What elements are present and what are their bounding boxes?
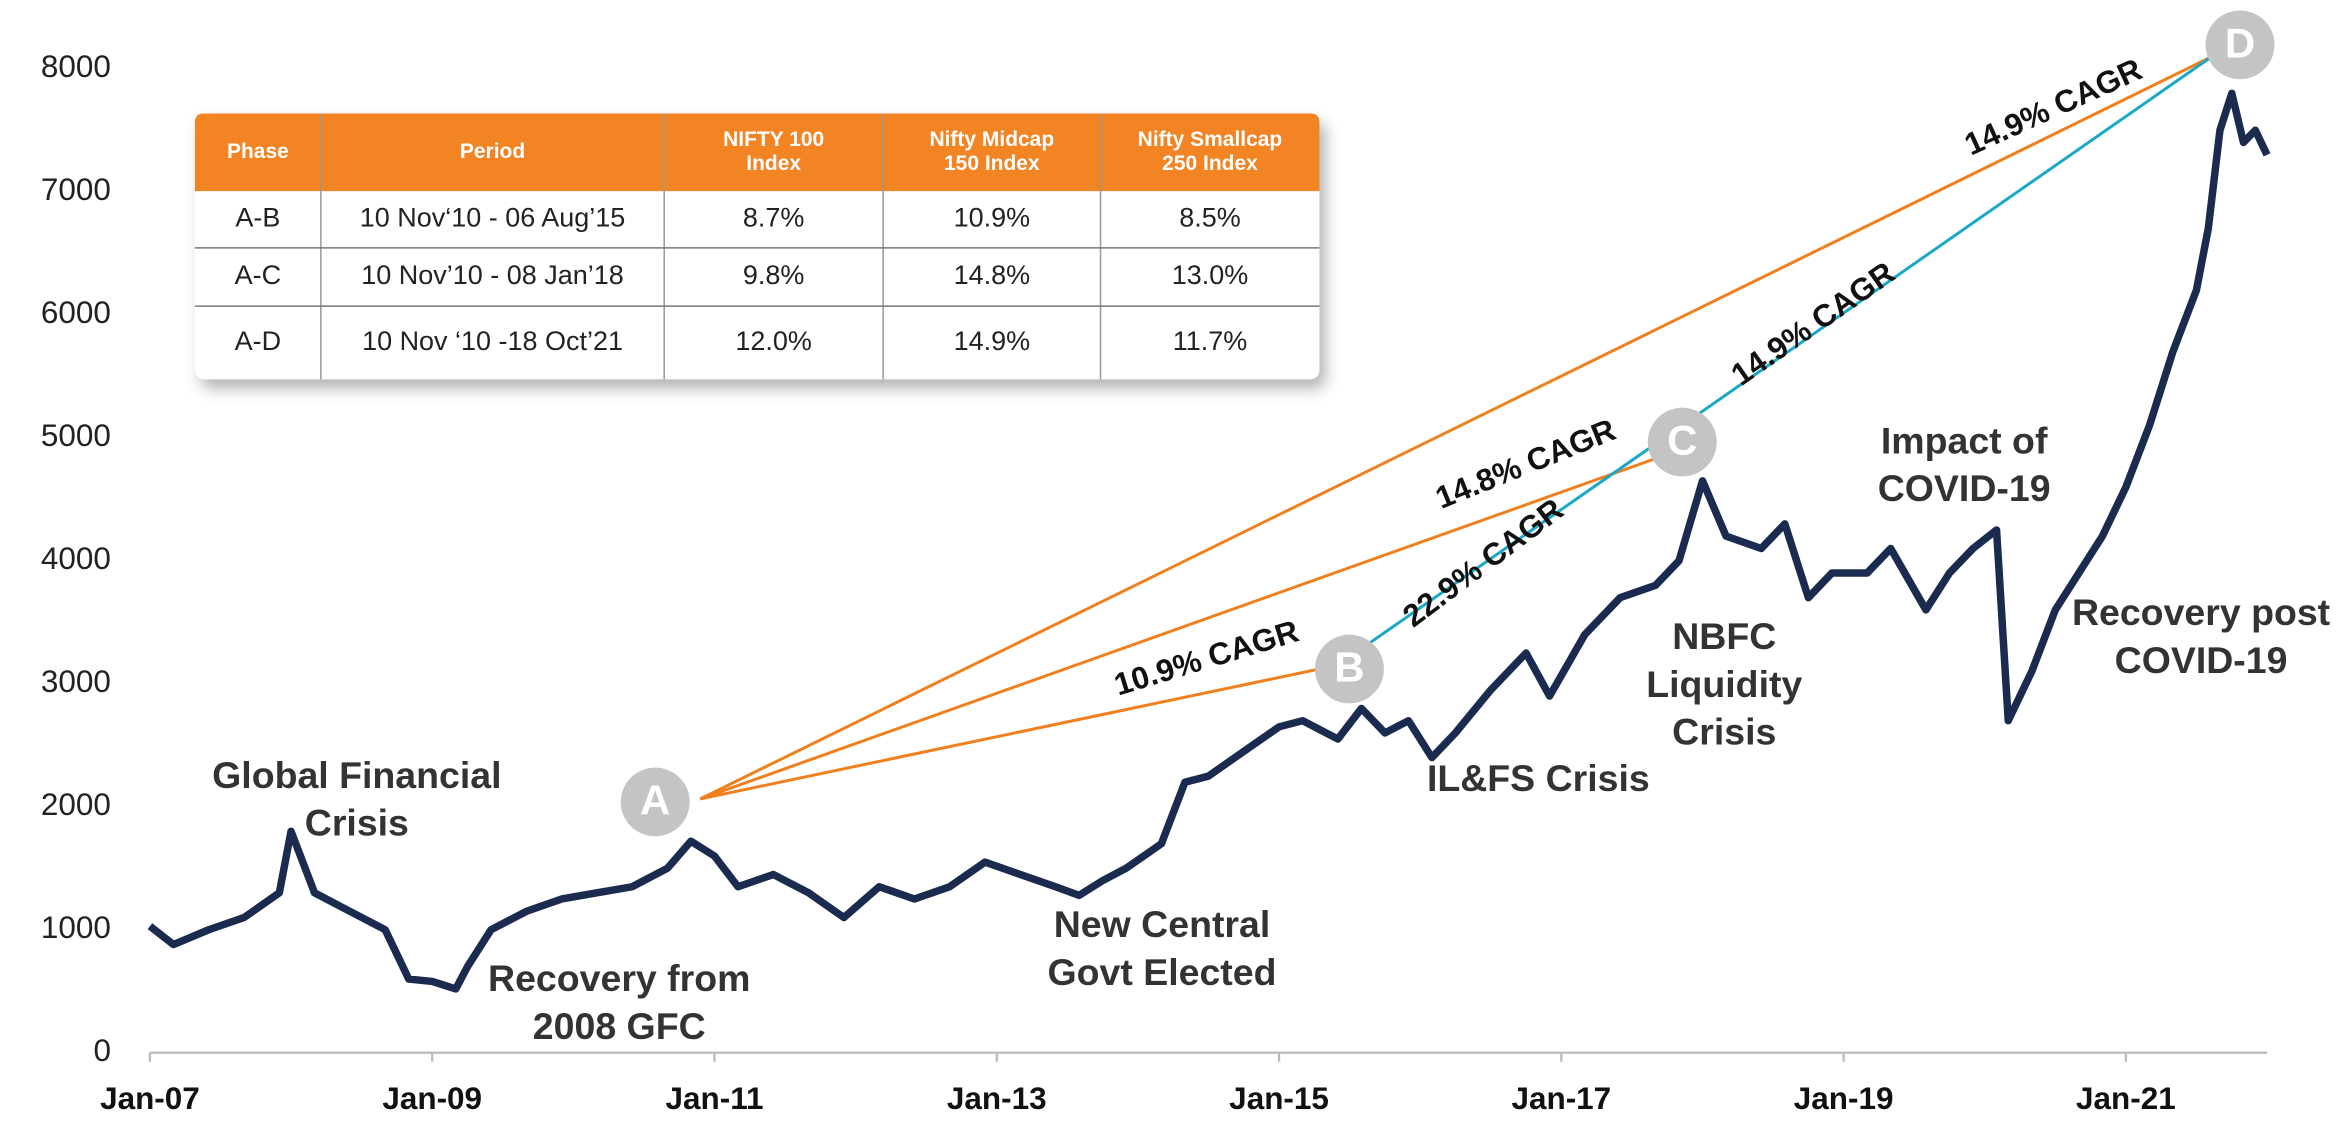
y-tick-label: 8000 — [41, 49, 111, 84]
annotation: Global Financial — [212, 754, 501, 796]
y-tick-label: 4000 — [41, 541, 111, 576]
annotation: Crisis — [1672, 711, 1776, 753]
table-header: 250 Index — [1162, 152, 1258, 175]
cagr-label: 14.9% CAGR — [1725, 255, 1902, 393]
table-cell: 10 Nov’10 - 08 Jan’18 — [361, 260, 623, 290]
point-label: A — [640, 777, 670, 824]
y-tick-label: 5000 — [41, 418, 111, 453]
point-marker — [620, 767, 690, 837]
data-line — [147, 89, 2271, 993]
table-cell: 8.5% — [1179, 203, 1240, 233]
annotation: COVID-19 — [2115, 639, 2288, 681]
y-tick-label: 3000 — [41, 664, 111, 699]
y-tick-label: 0 — [93, 1033, 111, 1068]
annotation: Crisis — [305, 802, 409, 844]
cagr-line — [1348, 55, 2213, 659]
x-tick-label: Jan-07 — [100, 1081, 200, 1116]
annotation: Impact of — [1881, 419, 2048, 461]
table-cell: 13.0% — [1172, 260, 1248, 290]
y-tick-label: 1000 — [41, 910, 111, 945]
cagr-line — [699, 667, 1320, 801]
cagr-label: 10.9% CAGR — [1110, 613, 1303, 702]
y-tick-label: 7000 — [41, 172, 111, 207]
table-cell: 10 Nov‘10 - 06 Aug’15 — [360, 203, 625, 233]
x-tick-label: Jan-11 — [666, 1081, 764, 1116]
table-cell: 11.7% — [1173, 326, 1247, 356]
annotation: 2008 GFC — [533, 1005, 706, 1047]
table-header: Nifty Smallcap — [1138, 128, 1283, 151]
table-cell: 14.8% — [954, 260, 1030, 290]
table-header: Index — [746, 152, 801, 175]
x-tick-label: Jan-19 — [1794, 1081, 1894, 1116]
table-cell: 10 Nov ‘10 -18 Oct’21 — [362, 326, 623, 356]
point-marker — [1647, 407, 1717, 477]
cagr-line — [699, 454, 1665, 801]
annotation: Recovery post — [2072, 591, 2330, 633]
table-header: Period — [460, 140, 525, 163]
table-header-bg — [194, 113, 1320, 192]
cagr-label: 14.9% CAGR — [1959, 52, 2147, 163]
annotation: NBFC — [1672, 615, 1776, 657]
table-cell: 12.0% — [735, 326, 811, 356]
annotation: New Central — [1054, 903, 1271, 945]
table-header: Phase — [227, 140, 289, 163]
table-header: NIFTY 100 — [723, 128, 824, 151]
table-cell: 9.8% — [743, 260, 804, 290]
table-cell: A-C — [235, 260, 281, 290]
annotation: Liquidity — [1646, 663, 1802, 705]
annotation: IL&FS Crisis — [1427, 757, 1650, 799]
annotation: COVID-19 — [1878, 467, 2051, 509]
x-tick-label: Jan-21 — [2076, 1081, 2176, 1116]
point-label: C — [1667, 417, 1697, 464]
x-tick-label: Jan-09 — [382, 1081, 482, 1116]
point-label: D — [2225, 19, 2255, 66]
cagr-label: 22.9% CAGR — [1396, 491, 1570, 633]
table-cell: 14.9% — [954, 326, 1030, 356]
annotation: Recovery from — [488, 957, 750, 999]
x-tick-label: Jan-17 — [1511, 1081, 1611, 1116]
x-tick-label: Jan-15 — [1229, 1081, 1329, 1116]
table-header: Nifty Midcap — [929, 128, 1054, 151]
point-marker — [1314, 634, 1384, 704]
table-cell: 10.9% — [954, 203, 1030, 233]
point-label: B — [1334, 644, 1364, 691]
table-cell: 8.7% — [743, 203, 804, 233]
annotation: Govt Elected — [1047, 951, 1276, 993]
table-header: 150 Index — [944, 152, 1040, 175]
table-cell: A-D — [235, 326, 281, 356]
cagr-line — [699, 55, 2213, 801]
table-cell: A-B — [235, 203, 280, 233]
y-tick-label: 6000 — [41, 295, 111, 330]
point-marker — [2205, 10, 2275, 80]
x-tick-label: Jan-13 — [947, 1081, 1047, 1116]
y-tick-label: 2000 — [41, 787, 111, 822]
